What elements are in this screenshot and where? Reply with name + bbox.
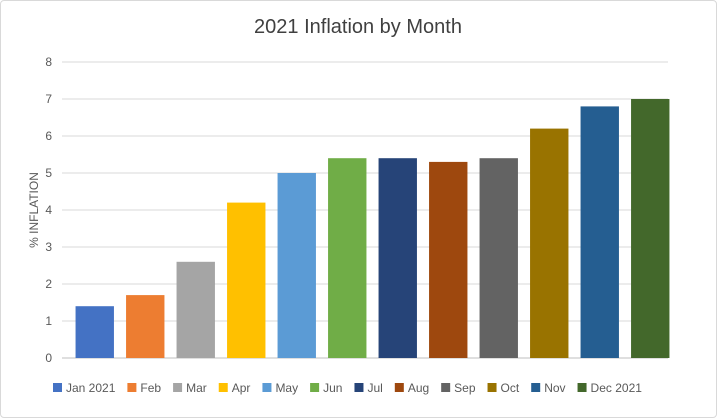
legend-item: Jun: [310, 381, 342, 395]
legend-item: Nov: [531, 381, 566, 395]
legend-item: Jan 2021: [53, 381, 116, 395]
y-tick-label: 6: [45, 129, 52, 143]
legend-item: Sep: [441, 381, 476, 395]
legend-swatch: [441, 383, 451, 392]
bar-sep: [479, 158, 518, 358]
y-tick-label: 0: [45, 351, 52, 365]
legend-swatch: [218, 383, 228, 392]
legend: Jan 2021 Feb Mar Apr May Jun Jul Aug Sep Oct Nov De…: [53, 381, 642, 395]
legend-label: Feb: [140, 381, 161, 395]
bar-mar: [176, 261, 215, 358]
legend-swatch: [173, 383, 183, 392]
bar-nov: [580, 106, 619, 359]
bar-feb: [126, 295, 165, 358]
y-tick-label: 4: [45, 203, 52, 217]
legend-item: May: [262, 381, 298, 395]
y-tick-label: 3: [45, 240, 52, 254]
y-tick-label: 7: [45, 92, 52, 106]
y-axis-ticks: 0 1 2 3 4 5 6 7 8: [45, 55, 52, 365]
legend-label: Jun: [323, 381, 342, 395]
legend-swatch: [577, 383, 587, 392]
legend-label: May: [275, 381, 298, 395]
legend-label: Apr: [232, 381, 251, 395]
legend-swatch: [127, 383, 137, 392]
bar-aug: [429, 161, 468, 358]
y-tick-label: 1: [45, 314, 52, 328]
legend-swatch: [531, 383, 541, 392]
y-tick-label: 2: [45, 277, 52, 291]
legend-label: Mar: [186, 381, 207, 395]
bar-oct: [530, 128, 569, 358]
legend-item: Jul: [354, 381, 383, 395]
legend-label: Oct: [501, 381, 520, 395]
legend-label: Nov: [544, 381, 565, 395]
legend-label: Aug: [408, 381, 429, 395]
bar-jan-2021: [75, 306, 114, 358]
legend-item: Apr: [218, 381, 251, 395]
y-tick-label: 5: [45, 166, 52, 180]
y-axis-label: % INFLATION: [27, 172, 41, 248]
legend-item: Dec 2021: [577, 381, 643, 395]
legend-label: Dec 2021: [591, 381, 643, 395]
bar-dec-2021: [631, 99, 670, 358]
bar-may: [277, 173, 316, 358]
legend-swatch: [310, 383, 320, 392]
legend-item: Oct: [487, 381, 520, 395]
legend-label: Sep: [454, 381, 476, 395]
legend-label: Jul: [367, 381, 382, 395]
legend-swatch: [53, 383, 62, 392]
legend-swatch: [487, 383, 497, 392]
legend-swatch: [354, 383, 364, 392]
bars: [75, 99, 670, 359]
bar-apr: [227, 202, 266, 358]
legend-item: Aug: [394, 381, 429, 395]
legend-swatch: [394, 383, 404, 392]
bar-jun: [328, 158, 367, 358]
chart-title: 2021 Inflation by Month: [254, 16, 462, 38]
legend-swatch: [262, 383, 272, 392]
bar-jul: [378, 158, 417, 358]
legend-label: Jan 2021: [66, 381, 116, 395]
y-tick-label: 8: [45, 55, 52, 69]
legend-item: Mar: [173, 381, 207, 395]
legend-item: Feb: [127, 381, 161, 395]
